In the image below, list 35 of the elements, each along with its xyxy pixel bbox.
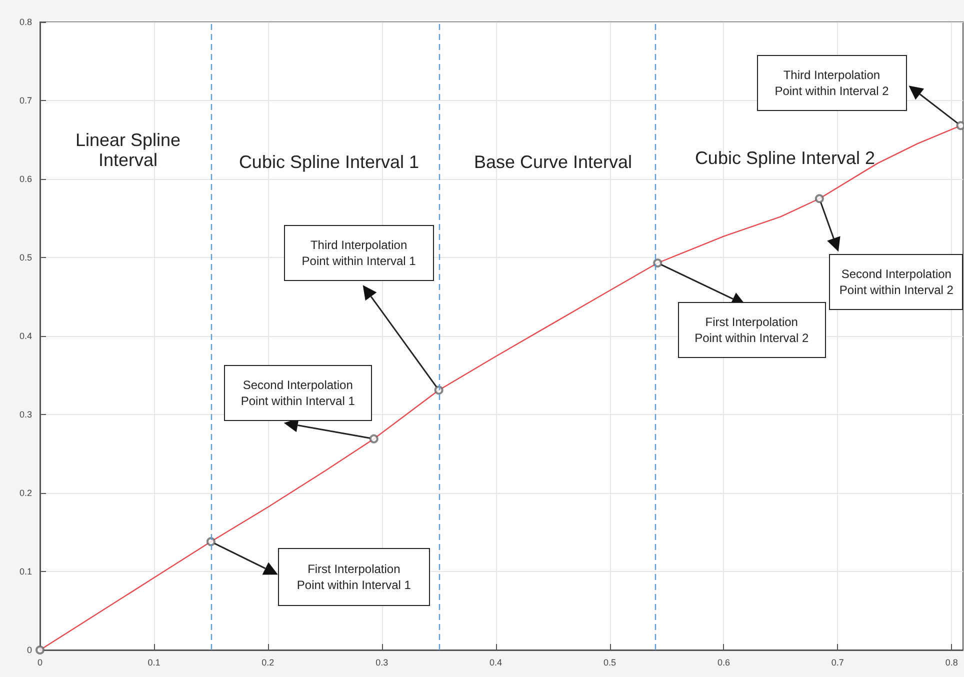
text-box: First Interpolation Point within Interval 2 xyxy=(678,302,826,358)
x-tick-label: 0.1 xyxy=(148,658,160,668)
x-tick-label: 0 xyxy=(37,658,43,668)
point xyxy=(434,386,444,395)
y-tick-label: 0.6 xyxy=(19,174,32,184)
y-tick-label: 0.8 xyxy=(19,17,32,27)
x-tick-label: 0.4 xyxy=(490,658,502,668)
y-tick-label: 0.4 xyxy=(19,331,32,341)
x-tick-label: 0.3 xyxy=(376,658,388,668)
point xyxy=(36,646,44,654)
x-tick-label: 0.8 xyxy=(945,658,958,668)
x-tick-label: 0.6 xyxy=(717,658,730,668)
point xyxy=(206,537,216,546)
annotation: Cubic Spline Interval 2 xyxy=(694,148,876,168)
point xyxy=(369,434,378,444)
y-tick-label: 0.1 xyxy=(19,566,32,576)
text-box: Third Interpolation Point within Interval 1 xyxy=(284,225,434,282)
x-tick-label: 0.2 xyxy=(262,658,274,668)
point xyxy=(956,121,964,130)
y-tick-label: 0 xyxy=(26,645,32,655)
point xyxy=(814,194,824,204)
point xyxy=(653,258,662,268)
text-box: Third Interpolation Point within Interval 2 xyxy=(756,54,907,111)
x-tick-label: 0.5 xyxy=(603,658,616,668)
annotation: Linear Spline Interval xyxy=(74,130,182,170)
text-box: Second Interpolation Point within Interval 1 xyxy=(224,364,372,421)
y-tick-label: 0.3 xyxy=(19,410,32,420)
text-box: Second Interpolation Point within Interval 2 xyxy=(829,254,964,310)
y-tick-label: 0.2 xyxy=(19,488,32,498)
text-box: First Interpolation Point within Interval 1 xyxy=(278,548,430,606)
annotation: Cubic Spline Interval 1 xyxy=(238,152,420,172)
y-tick-label: 0.7 xyxy=(19,96,32,106)
y-tick-label: 0.5 xyxy=(19,252,32,262)
annotation: Base Curve Interval xyxy=(472,152,634,172)
x-tick-label: 0.7 xyxy=(831,658,844,668)
